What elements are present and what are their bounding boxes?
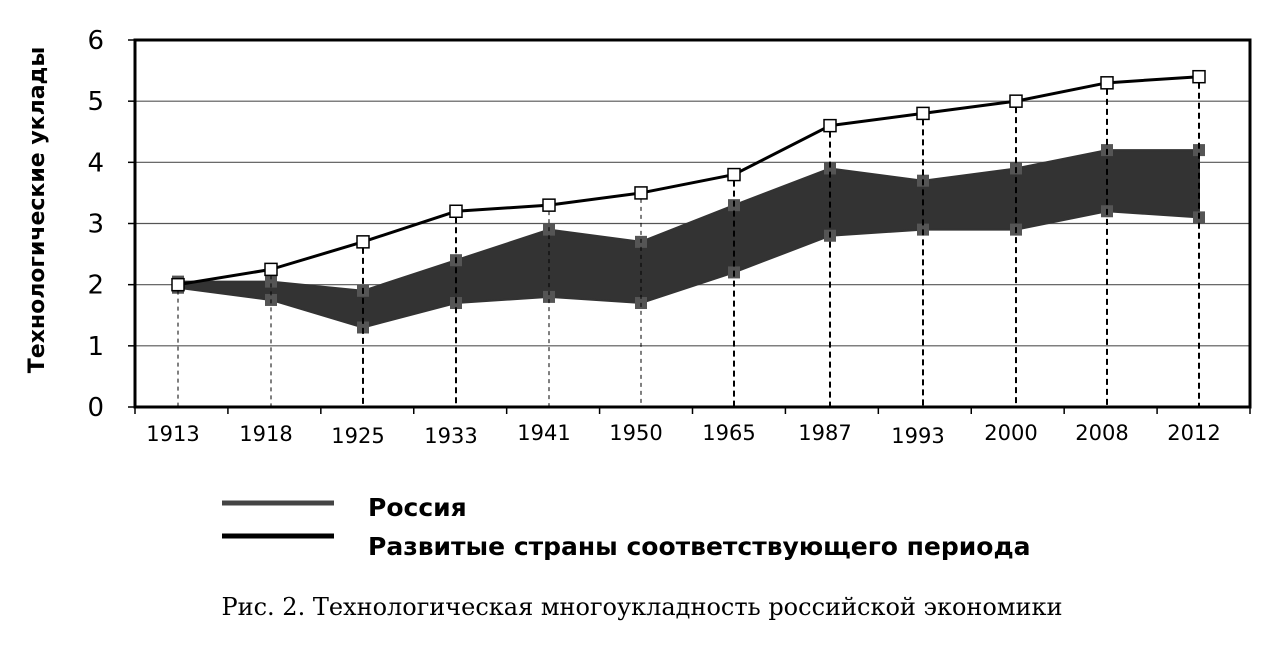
- legend: Россия Развитые страны соответствующего …: [222, 493, 1031, 561]
- x-tick-label-1941: 1941: [517, 421, 570, 445]
- x-tick-labels: 1913 1918 1925 1933 1941 1950 1965 1987 1993 2000…: [146, 421, 1220, 448]
- x-tick-label-1965: 1965: [702, 421, 755, 445]
- developed-marker-1925: [356, 235, 370, 249]
- russia-upper-marker-2012: [1193, 144, 1205, 157]
- x-tick-label-1933: 1933: [424, 424, 477, 448]
- y-tick-label-1: 1: [87, 332, 104, 362]
- y-tick-label-4: 4: [87, 148, 104, 178]
- y-tick-label-3: 3: [87, 210, 104, 240]
- russia-lower-marker-1925: [357, 321, 369, 334]
- russia-upper-marker-1918: [265, 275, 277, 288]
- developed-marker-2008: [1100, 76, 1114, 90]
- y-tick-labels: 0 1 2 3 4 5 6: [87, 26, 104, 423]
- figure-caption: Рис. 2. Технологическая многоукладность …: [221, 593, 1062, 621]
- developed-marker-1941: [542, 198, 556, 212]
- y-tick-label-0: 0: [87, 393, 104, 423]
- x-tick-label-1950: 1950: [609, 421, 662, 445]
- developed-series-line: [177, 75, 1200, 287]
- developed-marker-2000: [1009, 94, 1023, 108]
- developed-marker-1950: [634, 186, 648, 200]
- y-tick-label-6: 6: [87, 26, 104, 56]
- developed-marker-1913: [171, 277, 185, 292]
- developed-marker-1965: [727, 167, 741, 182]
- legend-label-russia: Россия: [368, 493, 467, 522]
- x-tick-label-2012: 2012: [1167, 421, 1220, 445]
- x-tick-label-1993: 1993: [891, 424, 944, 448]
- x-tick-label-2000: 2000: [984, 421, 1037, 445]
- developed-marker-1918: [264, 262, 278, 277]
- x-tick-label-2008: 2008: [1075, 421, 1128, 445]
- x-tick-label-1918: 1918: [239, 422, 292, 446]
- developed-marker-1933: [449, 204, 463, 219]
- legend-label-developed: Развитые страны соответствующего периода: [368, 532, 1031, 561]
- russia-lower-marker-1941: [543, 290, 555, 303]
- y-axis-label: Технологические уклады: [25, 47, 50, 373]
- developed-marker-1993: [916, 106, 930, 121]
- russia-upper-marker-1987: [824, 162, 836, 175]
- y-tick-label-5: 5: [87, 87, 104, 117]
- plot-frame: [128, 38, 1252, 414]
- developed-line: [171, 69, 1206, 292]
- x-tick-label-1913: 1913: [146, 422, 199, 446]
- developed-marker-2012: [1192, 69, 1206, 84]
- russia-band: [172, 144, 1205, 334]
- dashed-drop-lines: [177, 82, 1200, 407]
- y-tick-label-2: 2: [87, 271, 104, 301]
- x-tick-label-1925: 1925: [331, 424, 384, 448]
- x-tick-label-1987: 1987: [798, 421, 851, 445]
- russia-band-area: [177, 149, 1200, 329]
- developed-marker-1987: [823, 118, 837, 133]
